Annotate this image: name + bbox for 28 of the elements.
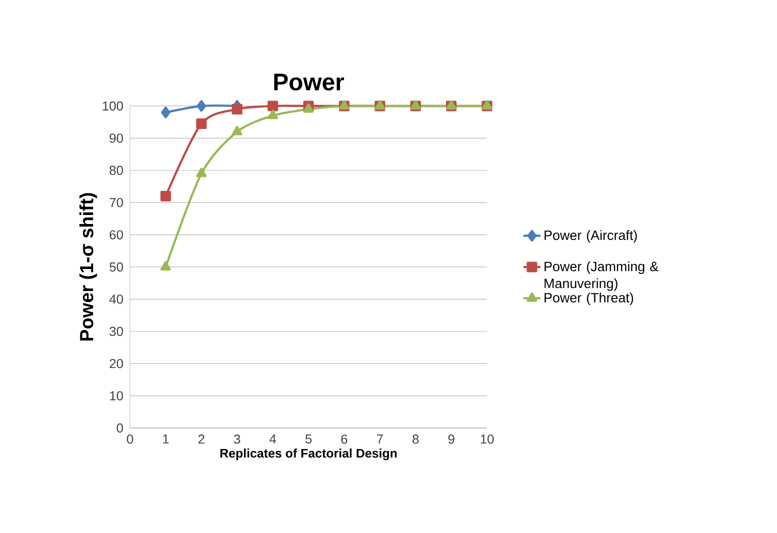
x-tick-label: 4 bbox=[270, 434, 276, 444]
legend-label: Power (Threat) bbox=[544, 292, 634, 306]
x-tick-label: 1 bbox=[163, 434, 169, 444]
x-tick-label: 10 bbox=[480, 434, 494, 444]
y-tick-label: 20 bbox=[110, 358, 123, 368]
x-tick-label: 6 bbox=[341, 434, 348, 444]
y-tick-label: 10 bbox=[110, 391, 123, 400]
x-tick-label: 9 bbox=[448, 434, 454, 444]
legend-label: Power (Aircraft) bbox=[544, 230, 637, 243]
y-tick-label: 100 bbox=[102, 101, 123, 111]
y-tick-label: 30 bbox=[110, 326, 123, 336]
y-tick-label: 90 bbox=[110, 134, 123, 143]
x-axis-title: Replicates of Factorial Design bbox=[220, 448, 397, 460]
x-tick-label: 3 bbox=[234, 434, 240, 444]
x-tick-label: 5 bbox=[305, 434, 312, 444]
legend-label: Power (Jamming & Manuvering) bbox=[544, 261, 658, 291]
chart-title: Power bbox=[274, 74, 344, 90]
y-tick-label: 40 bbox=[109, 294, 123, 304]
y-tick-label: 0 bbox=[116, 423, 123, 433]
x-tick-label: 8 bbox=[412, 434, 419, 444]
y-tick-label: 50 bbox=[110, 262, 123, 272]
y-tick-label: 60 bbox=[110, 230, 123, 240]
x-tick-label: 2 bbox=[198, 434, 204, 444]
y-axis-title: Power (1-σ shift) bbox=[79, 193, 98, 341]
x-tick-label: 0 bbox=[126, 434, 134, 444]
x-tick-label: 7 bbox=[376, 434, 383, 444]
y-tick-label: 80 bbox=[110, 166, 123, 175]
y-tick-label: 70 bbox=[110, 198, 123, 208]
